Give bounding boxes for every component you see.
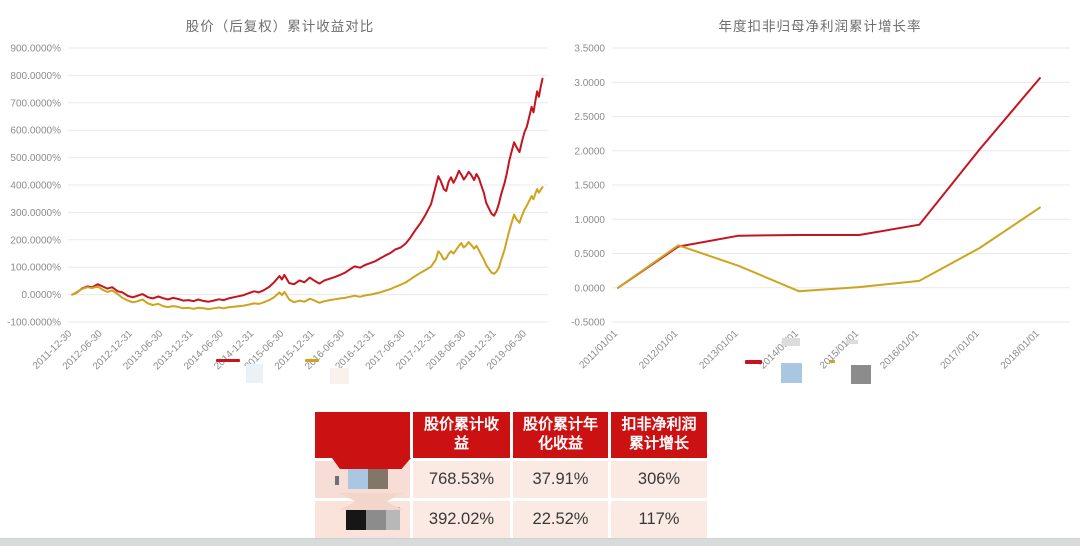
svg-text:300.0000%: 300.0000%	[10, 208, 61, 219]
svg-text:800.0000%: 800.0000%	[10, 71, 61, 82]
col-header-cumulative-return: 股价累计收益	[413, 412, 510, 458]
svg-text:2.0000: 2.0000	[574, 146, 605, 157]
col-header-profit-growth: 扣非净利润累计增长	[611, 412, 707, 458]
svg-text:700.0000%: 700.0000%	[10, 98, 61, 109]
svg-text:100.0000%: 100.0000%	[10, 263, 61, 274]
svg-text:3.5000: 3.5000	[574, 44, 605, 55]
censored-legend-label-block	[781, 363, 802, 383]
comparison-table: 股价累计收益 股价累计年化收益 扣非净利润累计增长 768.53% 37.91%…	[315, 412, 707, 545]
svg-text:-100.0000%: -100.0000%	[7, 318, 61, 329]
censored-smudge	[846, 340, 858, 344]
left-chart-title: 股价（后复权）累计收益对比	[185, 19, 375, 34]
table-cell: 37.91%	[513, 461, 608, 498]
red-series-swatch	[216, 359, 240, 362]
svg-text:3.0000: 3.0000	[574, 78, 605, 89]
col-header-annualized-return: 股价累计年化收益	[513, 412, 608, 458]
censored-mark	[335, 476, 339, 485]
svg-text:2.5000: 2.5000	[574, 112, 605, 123]
pink-ribbon-shape	[339, 493, 403, 510]
svg-text:2018/01/01: 2018/01/01	[999, 328, 1042, 371]
svg-text:1.5000: 1.5000	[574, 181, 605, 192]
censored-legend-label-icon	[330, 368, 349, 384]
censored-legend-label-icon	[246, 364, 263, 383]
svg-text:-0.5000: -0.5000	[571, 318, 605, 329]
right-chart-title: 年度扣非归母净利润累计增长率	[718, 19, 922, 34]
censored-legend-label-block	[851, 365, 871, 384]
censored-smudge	[782, 338, 800, 346]
window-edge-strip	[0, 538, 1080, 546]
table-cell: 768.53%	[413, 461, 510, 498]
table-cell: 117%	[611, 501, 707, 538]
net-profit-growth-chart: 3.5000 3.0000 2.5000 2.0000 1.5000 1.0000 0.50…	[571, 44, 1070, 372]
svg-text:0.0000: 0.0000	[574, 283, 605, 294]
censored-logo-block	[346, 507, 366, 530]
red-banner-tab	[332, 458, 411, 469]
table-corner-cell	[315, 412, 410, 458]
censored-logo-block	[386, 507, 400, 530]
svg-text:600.0000%: 600.0000%	[10, 126, 61, 137]
gold-series-swatch	[305, 359, 319, 362]
table-cell: 22.52%	[513, 501, 608, 538]
table-cell: 392.02%	[413, 501, 510, 538]
table-cell: 306%	[611, 461, 707, 498]
svg-text:2012/01/01: 2012/01/01	[637, 328, 680, 371]
censored-logo-block	[348, 468, 368, 489]
svg-text:200.0000%: 200.0000%	[10, 235, 61, 246]
svg-text:2011/01/01: 2011/01/01	[578, 328, 621, 371]
svg-text:2017/01/01: 2017/01/01	[939, 328, 982, 371]
svg-text:2016/01/01: 2016/01/01	[878, 328, 921, 371]
svg-text:0.5000: 0.5000	[574, 249, 605, 260]
svg-text:1.0000: 1.0000	[574, 215, 605, 226]
svg-text:2013/01/01: 2013/01/01	[697, 328, 740, 371]
red-series-swatch	[745, 360, 762, 364]
svg-text:0.0000%: 0.0000%	[22, 290, 62, 301]
svg-text:500.0000%: 500.0000%	[10, 153, 61, 164]
gold-series-swatch	[829, 360, 835, 363]
svg-text:400.0000%: 400.0000%	[10, 181, 61, 192]
censored-logo-block	[366, 507, 386, 530]
cumulative-stock-return-chart: 900.0000% 800.0000% 700.0000% 600.0000% 500.…	[7, 44, 548, 372]
censored-logo-block	[368, 468, 388, 489]
svg-text:900.0000%: 900.0000%	[10, 44, 61, 55]
